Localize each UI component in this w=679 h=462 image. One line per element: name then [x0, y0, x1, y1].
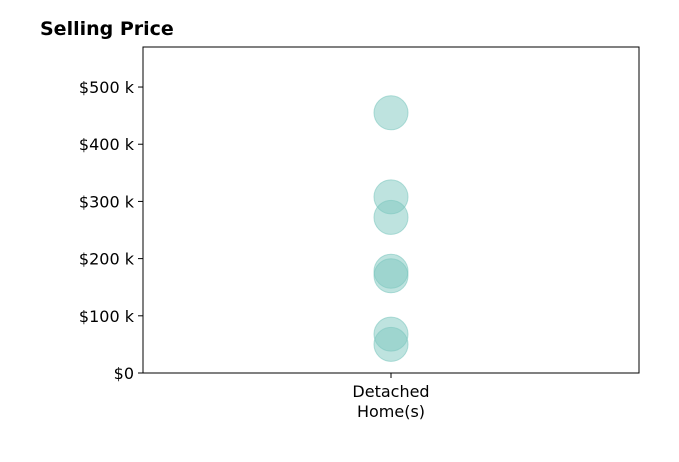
data-point [373, 95, 409, 131]
chart-title: Selling Price [40, 18, 174, 40]
y-tick-label: $300 k [79, 192, 135, 211]
x-tick-label: Detached Home(s) [352, 382, 429, 421]
data-point [373, 326, 409, 362]
y-axis: $0 $100 k $200 k $300 k $400 k $500 k [79, 78, 143, 383]
x-axis: Detached Home(s) [352, 373, 430, 421]
y-tick-label: $400 k [79, 135, 135, 154]
y-tick-label: $500 k [79, 78, 135, 97]
data-points [373, 95, 409, 362]
data-point [373, 199, 409, 235]
y-tick-label: $0 [114, 364, 134, 383]
plot-area-frame [142, 46, 640, 374]
y-tick-label: $200 k [79, 250, 135, 269]
y-tick-label: $100 k [79, 307, 135, 326]
data-point [373, 258, 409, 294]
